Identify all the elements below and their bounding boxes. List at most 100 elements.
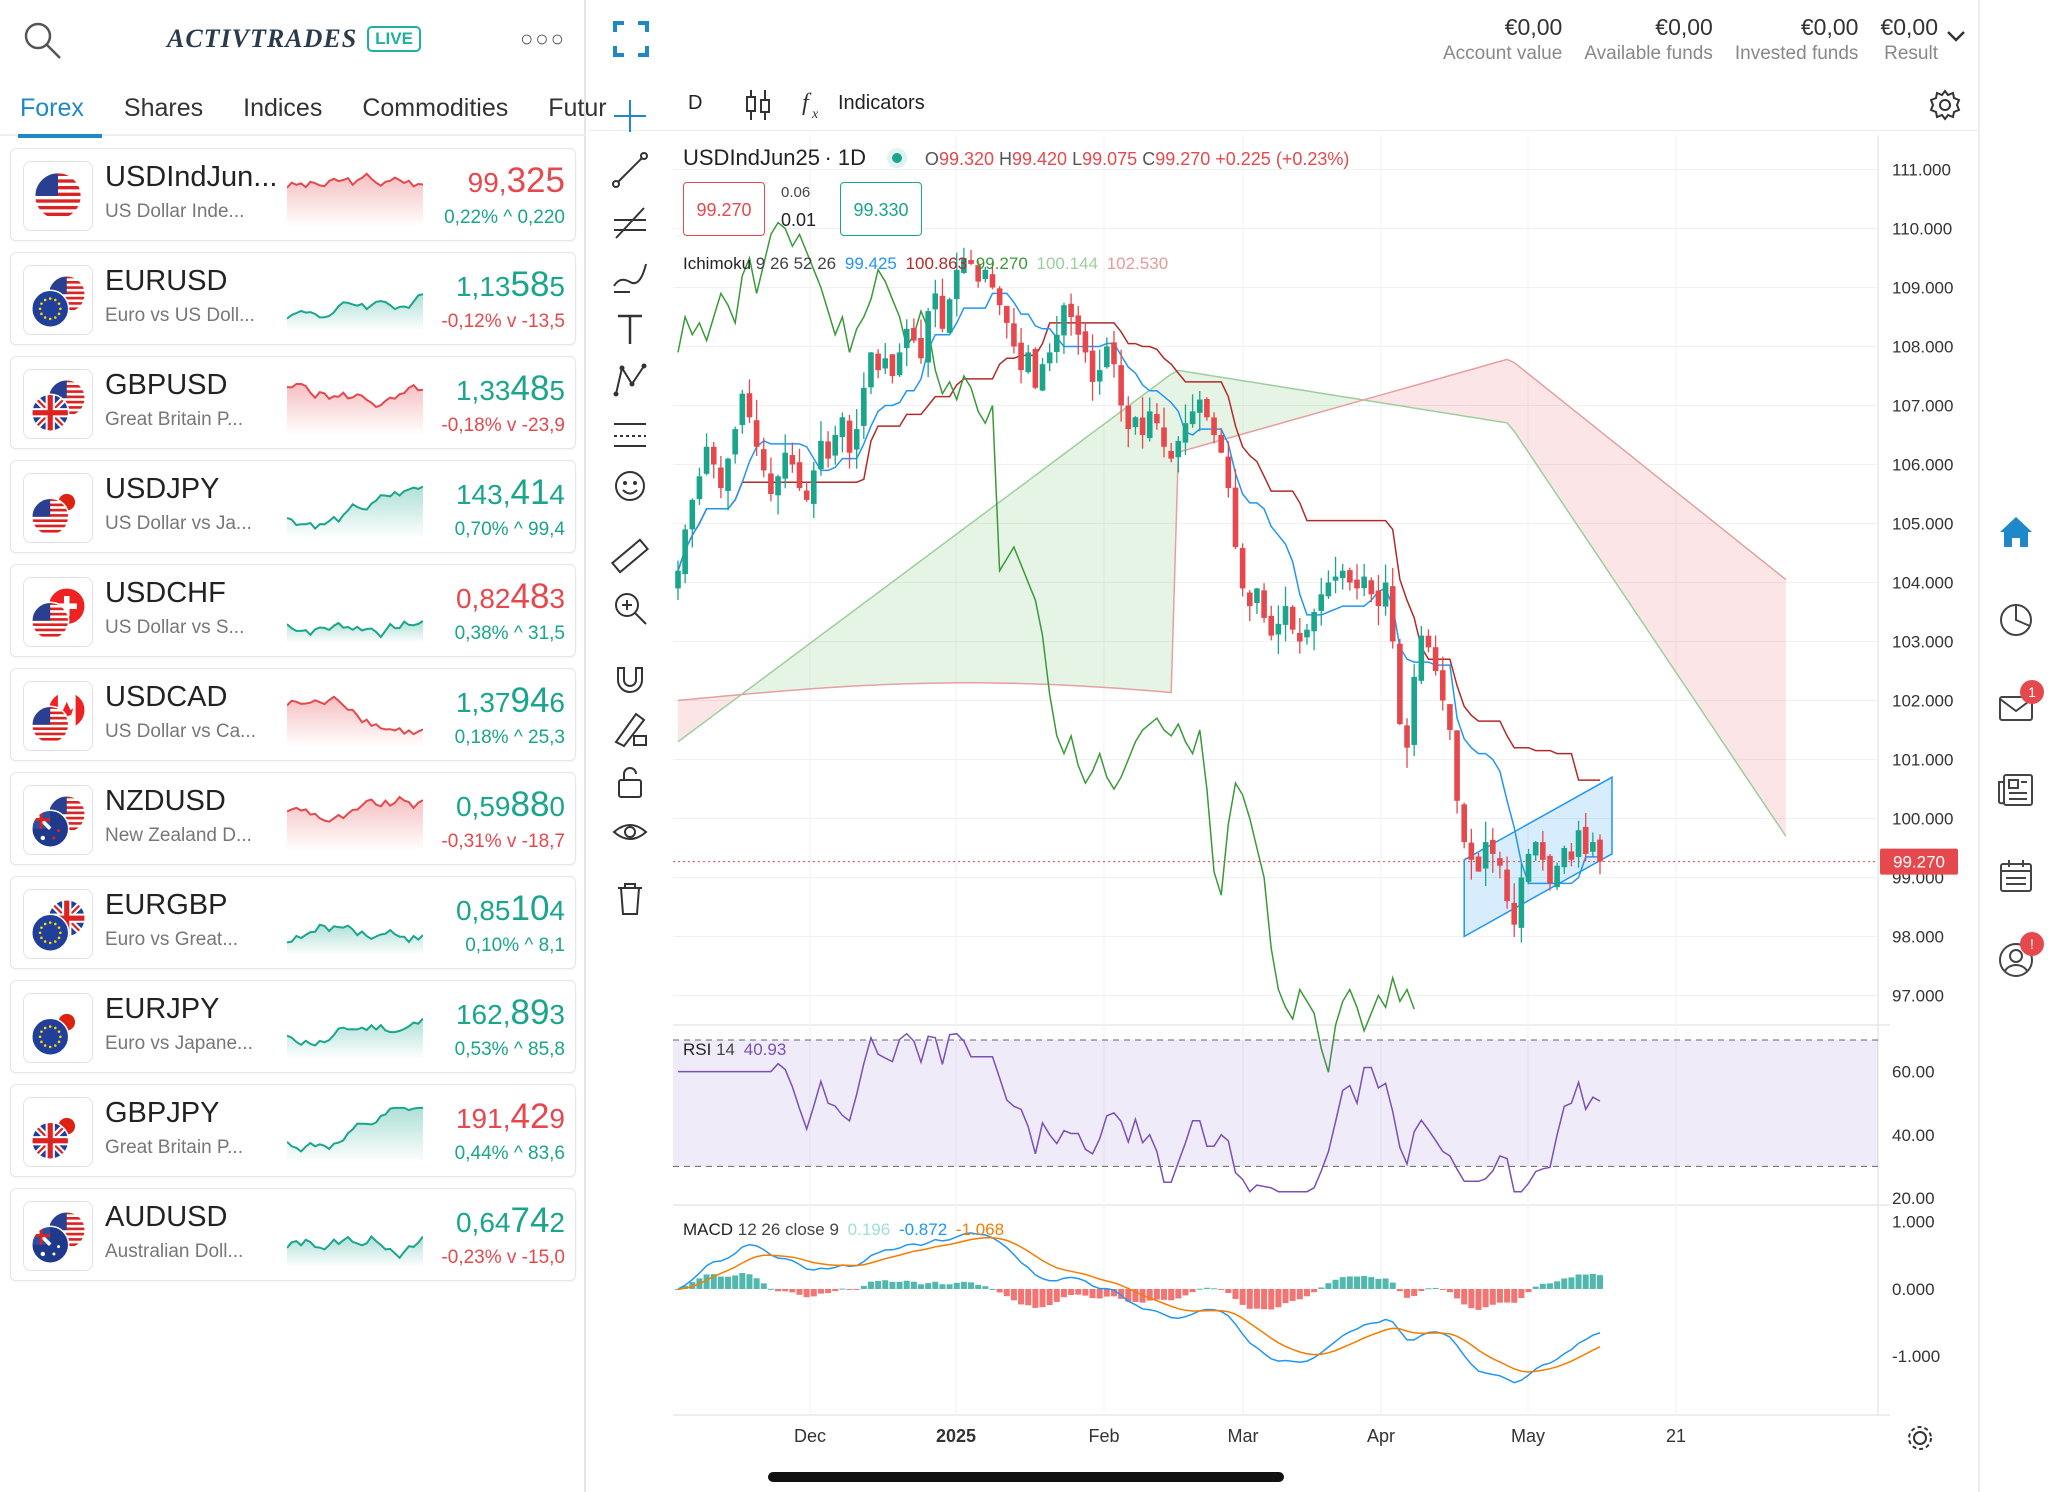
interval-button[interactable]: D (688, 92, 703, 114)
tab-indices[interactable]: Indices (243, 94, 323, 122)
pattern-icon[interactable] (610, 360, 650, 400)
function-icon[interactable]: f x (800, 86, 830, 122)
instrument-row[interactable]: GBPJPY Great Britain P... 191,429 0,44% ^ … (10, 1084, 576, 1177)
emoji-icon[interactable] (610, 466, 650, 506)
home-indicator[interactable] (768, 1472, 1284, 1482)
macd-histogram-bar (1203, 1287, 1210, 1289)
instrument-row[interactable]: GBPUSD Great Britain P... 1,33485 -0,18% v… (10, 356, 576, 449)
ichimoku-cloud (1199, 373, 1207, 447)
ichimoku-cloud (1407, 385, 1415, 409)
candle (718, 467, 724, 489)
candle (703, 446, 710, 474)
account-invested-funds: €0,00 Invested funds (1735, 14, 1859, 65)
price-pips: 94 (510, 681, 550, 720)
calendar-icon[interactable] (1996, 856, 2036, 896)
tab-commodities[interactable]: Commodities (362, 94, 509, 122)
more-icon[interactable]: ○○○ (520, 26, 566, 51)
instrument-row[interactable]: USDCAD US Dollar vs Ca... 1,37946 0,18% ^ … (10, 668, 576, 761)
macd-histogram-bar (1268, 1288, 1275, 1310)
candle (1375, 590, 1382, 607)
instrument-row[interactable]: AUDUSD Australian Doll... 0,64742 -0,23% v… (10, 1188, 576, 1281)
instrument-change: 0,18% ^ 25,3 (454, 727, 565, 748)
fullscreen-icon[interactable] (612, 20, 650, 58)
macd-histogram-bar (1575, 1274, 1582, 1289)
macd-histogram-bar (1504, 1288, 1511, 1303)
ichimoku-cloud (1549, 391, 1558, 496)
tab-shares[interactable]: Shares (123, 94, 204, 122)
magnet-icon[interactable] (610, 658, 650, 698)
trendline-icon[interactable] (610, 150, 650, 190)
candle (789, 455, 796, 465)
account-result: €0,00 Result (1880, 14, 1938, 65)
candle (1018, 342, 1024, 371)
eye-icon[interactable] (610, 814, 650, 854)
price-main: 0,82 (455, 583, 511, 614)
instrument-row[interactable]: EURJPY Euro vs Japane... 162,893 0,53% ^ 8… (10, 980, 576, 1073)
price-tail: 5 (549, 375, 565, 406)
brush-icon[interactable] (610, 256, 650, 296)
ichimoku-cloud (1607, 436, 1615, 581)
instrument-row[interactable]: USDJPY US Dollar vs Ja... 143,414 0,70% ^ … (10, 460, 576, 553)
home-icon[interactable] (1996, 512, 2036, 552)
candle (1432, 647, 1439, 671)
lock-drawing-icon[interactable] (610, 708, 650, 748)
instrument-row[interactable]: NZDUSD New Zealand D... 0,59880 -0,31% v -… (10, 772, 576, 865)
macd-histogram-bar (739, 1273, 746, 1289)
ichimoku-cloud (1485, 363, 1493, 421)
candle (1075, 315, 1082, 335)
flag-icon (23, 265, 93, 335)
candle (975, 265, 981, 282)
ichimoku-cloud (792, 651, 800, 691)
ichimoku-cloud (1149, 384, 1157, 692)
ichimoku-cloud (856, 603, 864, 686)
flag-icon (23, 1097, 93, 1167)
trash-icon[interactable] (610, 878, 650, 918)
ichimoku-cloud (1092, 427, 1100, 688)
tab-futur[interactable]: Futur (548, 94, 607, 122)
macd-histogram-bar (810, 1288, 817, 1297)
price-main: 0,59 (455, 791, 511, 822)
price-pips: 88 (510, 785, 550, 824)
price-chart[interactable]: 111.000 110.000 109.000 108.000 107.000 106.0… (588, 0, 1978, 1492)
price-pips: 48 (510, 369, 550, 408)
forecast-icon[interactable] (610, 414, 650, 454)
instrument-row[interactable]: EURGBP Euro vs Great... 0,85104 0,10% ^ 8,… (10, 876, 576, 969)
macd-histogram-bar (982, 1286, 989, 1289)
ichimoku-cloud (1085, 432, 1093, 687)
instrument-symbol: GBPJPY (105, 1097, 220, 1129)
portfolio-icon[interactable] (1996, 600, 2036, 640)
indicators-button[interactable]: Indicators (838, 92, 925, 114)
instrument-row[interactable]: USDIndJun... US Dollar Inde... 99,325 0,22… (10, 148, 576, 241)
open-value: 99.320 (938, 149, 994, 169)
macd-histogram-bar (746, 1274, 753, 1289)
settings-icon[interactable] (1928, 88, 1962, 122)
sell-button[interactable]: 99.270 (683, 182, 765, 236)
instrument-row[interactable]: EURUSD Euro vs US Doll... 1,13585 -0,12% v… (10, 252, 576, 345)
profile-icon[interactable] (1996, 940, 2036, 980)
candle (1354, 579, 1360, 589)
ruler-icon[interactable] (610, 536, 650, 576)
macd-histogram-bar (1232, 1288, 1239, 1299)
buy-button[interactable]: 99.330 (840, 182, 922, 236)
unlock-icon[interactable] (610, 762, 650, 802)
macd-histogram-bar (839, 1288, 846, 1290)
text-icon[interactable] (610, 308, 650, 348)
ichimoku-cloud (956, 528, 964, 683)
news-icon[interactable] (1996, 770, 2036, 810)
macd-histogram-bar (1003, 1288, 1010, 1297)
fib-icon[interactable] (610, 202, 650, 242)
candle (989, 274, 996, 288)
zoom-in-icon[interactable] (610, 588, 650, 628)
tab-forex[interactable]: Forex (0, 84, 104, 138)
axis-settings-icon[interactable] (1908, 1426, 1932, 1450)
search-icon[interactable] (20, 18, 64, 62)
ichimoku-cloud (756, 677, 764, 694)
candles-icon[interactable] (743, 88, 773, 122)
chevron-down-icon[interactable] (1942, 26, 1970, 46)
crosshair-icon[interactable] (610, 96, 650, 136)
instrument-price: 191,429 (456, 1097, 565, 1137)
flag-icon (23, 785, 93, 855)
instrument-row[interactable]: USDCHF US Dollar vs S... 0,82483 0,38% ^ 3… (10, 564, 576, 657)
candle (1404, 725, 1410, 748)
candle (1239, 547, 1246, 589)
